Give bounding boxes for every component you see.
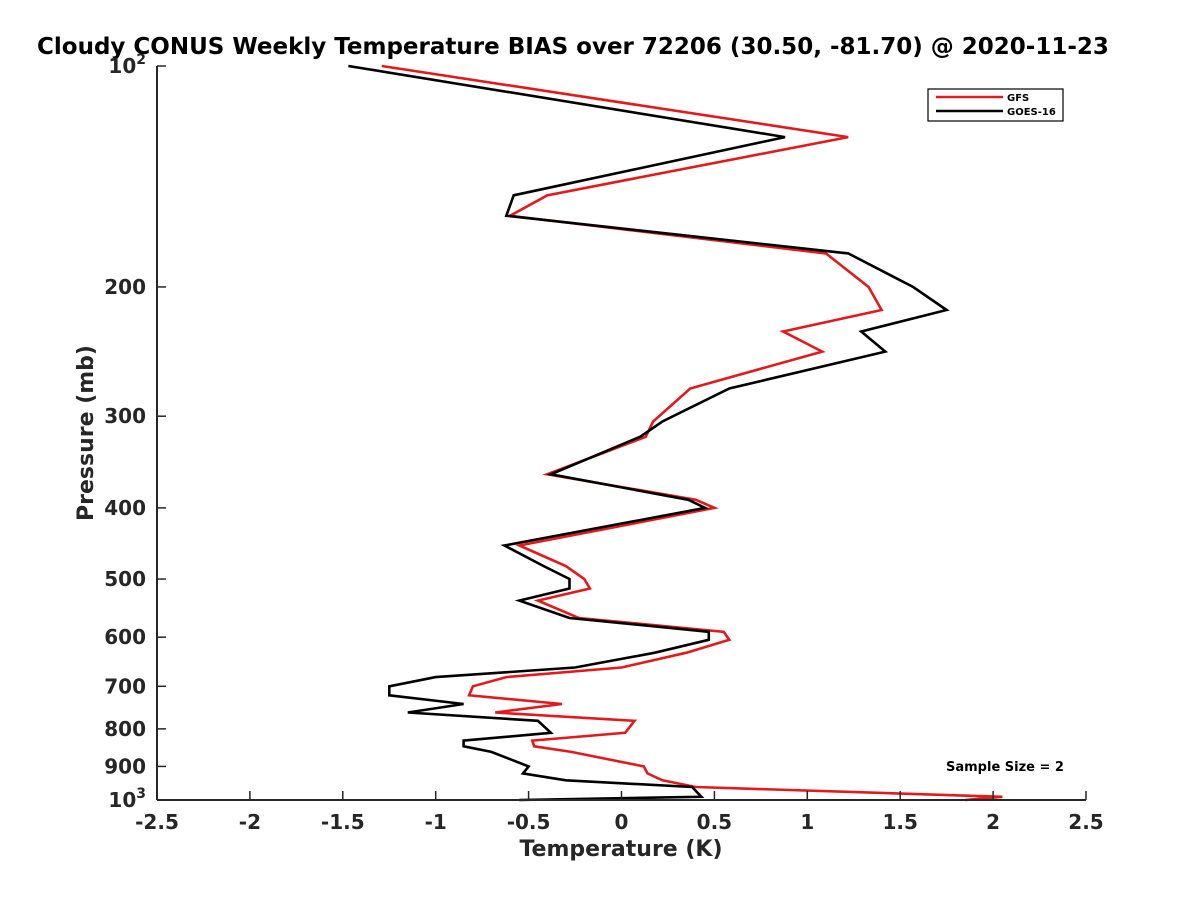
series-line-goes16	[348, 64, 950, 802]
legend: GFS GOES-16	[927, 88, 1064, 122]
x-axis-ticks: -2.5 -2 -1.5 -1 -0.5 0 0.5 1 1.5 2 2.5	[135, 791, 1104, 834]
x-tick-label: -0.5	[507, 810, 551, 834]
legend-box	[927, 88, 1064, 122]
x-tick-label: -2	[239, 810, 261, 834]
x-tick-label: 1.5	[882, 810, 917, 834]
x-tick-label: 2.5	[1068, 810, 1103, 834]
chart-title: Cloudy CONUS Weekly Temperature BIAS ove…	[37, 34, 1109, 60]
x-tick-label: 0	[615, 810, 629, 834]
series-line-gfs	[381, 64, 1003, 802]
y-axis-ticks: 102 200 300 400 500 600 700 800 900 103	[104, 52, 166, 812]
sample-size-annotation: Sample Size = 2	[946, 760, 1064, 775]
x-tick-label: -2.5	[135, 810, 179, 834]
y-tick-label: 300	[104, 404, 146, 428]
x-axis-label: Temperature (K)	[519, 837, 722, 862]
plot-area	[348, 64, 1003, 802]
y-tick-label: 102	[108, 52, 146, 78]
x-tick-label: 1	[800, 810, 814, 834]
y-axis-label: Pressure (mb)	[74, 345, 99, 521]
legend-label-gfs: GFS	[1007, 93, 1029, 104]
y-tick-label: 600	[104, 625, 146, 649]
y-tick-label: 800	[104, 717, 146, 741]
x-tick-label: -1	[425, 810, 447, 834]
x-tick-label: -1.5	[321, 810, 365, 834]
legend-label-goes16: GOES-16	[1007, 107, 1056, 118]
y-tick-label: 200	[104, 275, 146, 299]
y-tick-label: 700	[104, 674, 146, 698]
x-tick-label: 0.5	[697, 810, 732, 834]
y-tick-label: 900	[104, 754, 146, 778]
y-tick-label: 500	[104, 567, 146, 591]
x-tick-label: 2	[986, 810, 1000, 834]
y-tick-label: 103	[108, 786, 146, 812]
y-tick-label: 400	[104, 496, 146, 520]
